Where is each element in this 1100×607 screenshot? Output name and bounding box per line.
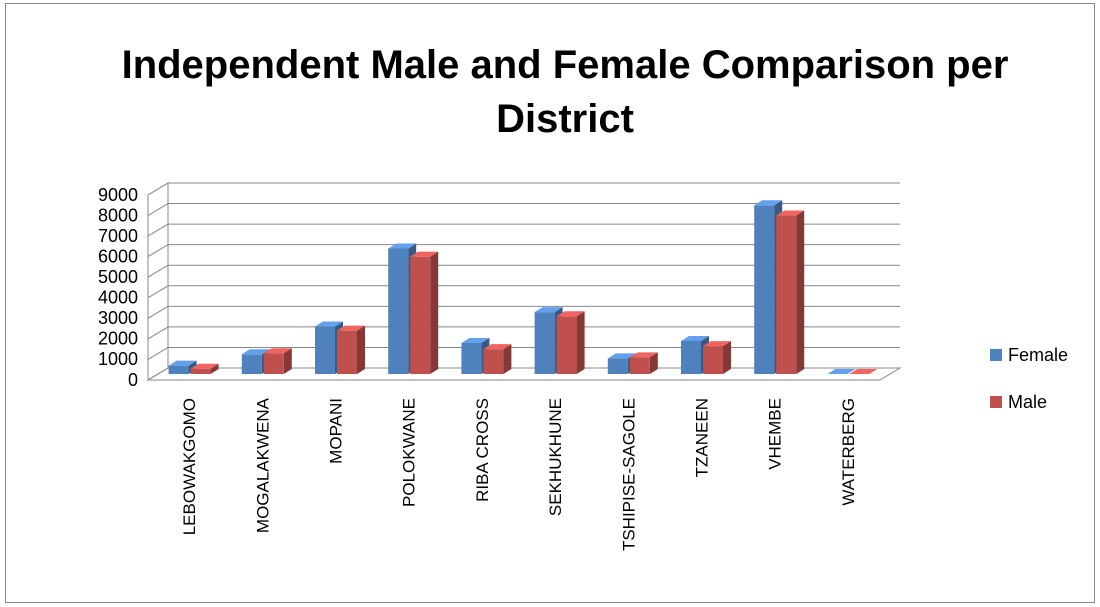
y-tick-label: 1000 (98, 349, 138, 369)
y-tick-label: 5000 (98, 267, 138, 287)
bar-top (629, 352, 658, 358)
bar (703, 346, 723, 374)
x-tick-label: WATERBERG (839, 398, 858, 506)
x-tick-label: TSHIPISE-SAGOLE (619, 398, 638, 551)
x-tick-label: TZANEEN (692, 398, 711, 477)
grid-line-side (147, 285, 169, 299)
bar-top (241, 349, 270, 355)
bar-side (430, 251, 439, 374)
side-wall (147, 182, 169, 381)
bar-top (534, 307, 563, 313)
bar-side (503, 344, 512, 374)
bar-side (796, 210, 805, 374)
bar-side (283, 348, 292, 374)
legend-label: Male (1008, 392, 1047, 412)
bar (461, 343, 482, 374)
bar (556, 316, 577, 374)
x-tick-label: VHEMBE (766, 398, 785, 470)
bar (337, 330, 357, 374)
bar-top (754, 200, 783, 206)
bar (410, 256, 431, 374)
bar-top (263, 348, 292, 354)
chart-frame (5, 3, 1095, 603)
y-tick-label: 3000 (98, 308, 138, 328)
grid-line-side (147, 347, 169, 360)
legend-swatch (990, 396, 1002, 408)
y-tick-label: 8000 (98, 205, 138, 225)
bar (241, 354, 262, 374)
grid-line-side (147, 326, 169, 340)
bar-side (357, 325, 365, 374)
grid-line-side (147, 223, 169, 237)
y-tick-label: 6000 (98, 246, 138, 266)
bar (629, 357, 650, 374)
bar (315, 326, 335, 374)
bar (754, 205, 775, 374)
bar-top (849, 369, 878, 374)
grid-line-side (147, 305, 169, 319)
bar-top (388, 243, 417, 249)
bar-top (607, 353, 636, 359)
y-tick-label: 9000 (98, 185, 138, 205)
x-tick-label: SEKHUKHUNE (546, 398, 565, 516)
grid-line-side (147, 264, 169, 278)
y-tick-label: 4000 (98, 288, 138, 308)
bar-top (483, 344, 512, 350)
bar-top (168, 360, 197, 366)
x-tick-label: MOGALAKWENA (253, 397, 272, 533)
x-tick-label: POLOKWANE (400, 398, 419, 507)
grid-line-side (147, 367, 169, 381)
grid-line-side (147, 203, 169, 216)
bar (607, 358, 628, 374)
bar (681, 340, 701, 374)
x-tick-label: RIBA CROSS (473, 398, 492, 502)
grid-line-side (147, 182, 169, 196)
bar-top (315, 321, 343, 327)
bar-top (556, 311, 585, 317)
bar-side (210, 363, 219, 374)
bar (534, 312, 555, 374)
bar (483, 349, 504, 374)
bar-top (703, 341, 731, 347)
bar-side (576, 311, 585, 374)
bar-top (190, 363, 219, 369)
bar-top (461, 338, 490, 343)
grid-line-side (147, 244, 169, 258)
y-tick-label: 2000 (98, 329, 138, 349)
bar-top (827, 369, 856, 374)
chart-title: Independent Male and Female Comparison p… (121, 43, 1009, 141)
y-tick-label: 7000 (98, 226, 138, 246)
bar-side (649, 352, 658, 374)
x-tick-label: MOPANI (326, 398, 345, 464)
bar-side (723, 341, 731, 374)
x-tick-label: LEBOWAKGOMO (180, 398, 199, 535)
bar-top (681, 335, 709, 341)
y-tick-label: 0 (128, 370, 138, 390)
bar-top (776, 210, 805, 216)
bar-top (337, 325, 365, 331)
bar (168, 365, 189, 374)
legend-label: Female (1008, 345, 1068, 365)
bar (190, 368, 211, 374)
bar-top (410, 251, 439, 257)
bar (776, 215, 797, 374)
legend-swatch (990, 349, 1002, 361)
bar (388, 248, 409, 374)
bar (263, 353, 284, 374)
